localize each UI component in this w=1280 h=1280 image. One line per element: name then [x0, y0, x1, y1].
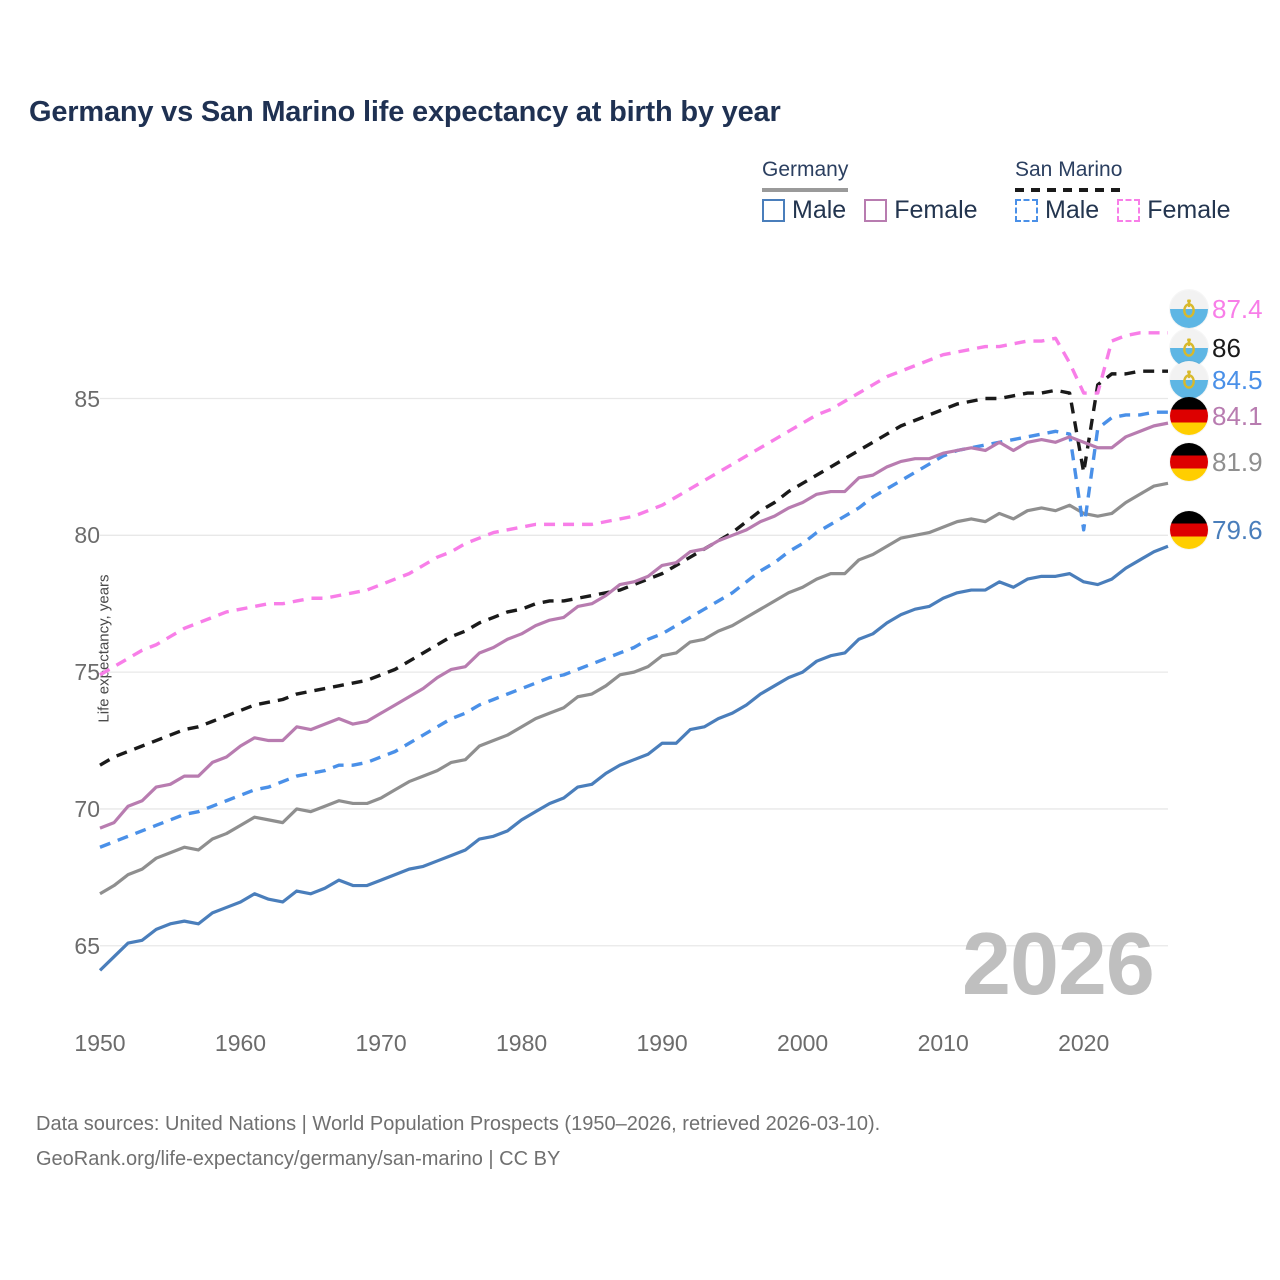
series-end-label: 87.4: [1170, 290, 1263, 328]
germany-flag-icon: [1170, 397, 1208, 435]
series-end-label: 79.6: [1170, 511, 1263, 549]
legend-label: Female: [1147, 196, 1231, 224]
end-label-value: 84.1: [1212, 400, 1263, 431]
germany-flag-icon: [1170, 511, 1208, 549]
series-end-label: 84.5: [1170, 361, 1263, 399]
x-tick-label: 2010: [917, 1030, 969, 1056]
y-tick-value: 70: [74, 795, 100, 822]
legend-country-germany: Germany: [762, 158, 849, 181]
legend-swatch-icon: [1015, 199, 1038, 222]
chart-legend: Germany San Marino Male Female Male: [740, 158, 1260, 238]
legend-label: Male: [792, 196, 847, 224]
legend-label: Female: [894, 196, 978, 224]
legend-swatch-icon: [1117, 199, 1141, 222]
end-label-value: 84.5: [1212, 364, 1263, 395]
end-label-value: 79.6: [1212, 514, 1263, 545]
x-tick-label: 1970: [355, 1030, 407, 1056]
legend-items-sanmarino: Male Female: [1015, 196, 1231, 225]
san-marino-flag-icon: [1170, 290, 1208, 328]
footer-line-2: GeoRank.org/life-expectancy/germany/san-…: [36, 1148, 561, 1170]
legend-item-sanmarino-female[interactable]: Female: [1117, 196, 1231, 225]
x-tick-label: 2020: [1058, 1030, 1110, 1056]
legend-country-sanmarino: San Marino: [1015, 158, 1123, 181]
end-label-value: 86: [1212, 332, 1241, 363]
x-tick-label: 1980: [495, 1030, 548, 1056]
legend-swatch-icon: [762, 199, 785, 222]
series-end-label: 84.1: [1170, 397, 1263, 435]
series-end-label: 86: [1170, 329, 1241, 367]
legend-item-germany-female[interactable]: Female: [864, 196, 978, 225]
legend-items-germany: Male Female: [762, 196, 978, 225]
legend-swatch-icon: [864, 199, 888, 222]
san-marino-flag-icon: [1170, 329, 1208, 367]
legend-item-germany-male[interactable]: Male: [762, 196, 846, 225]
legend-group-sanmarino: San Marino: [1015, 158, 1123, 192]
legend-rule-sanmarino: [1015, 188, 1123, 192]
germany-flag-icon: [1170, 443, 1208, 481]
y-tick-value: 65: [74, 932, 100, 959]
x-tick-label: 2000: [777, 1030, 829, 1056]
series-end-label: 81.9: [1170, 443, 1263, 481]
footer: Data sources: United Nations | World Pop…: [36, 1107, 880, 1177]
footer-line-1: Data sources: United Nations | World Pop…: [36, 1113, 881, 1135]
legend-group-germany: Germany: [762, 158, 849, 192]
end-label-value: 81.9: [1212, 446, 1263, 477]
legend-rule-germany: [762, 188, 849, 192]
legend-label: Male: [1045, 196, 1100, 224]
y-tick-value: 85: [74, 385, 100, 412]
year-watermark: 2026: [962, 914, 1155, 1013]
x-tick-label: 1990: [636, 1030, 688, 1056]
legend-item-sanmarino-male[interactable]: Male: [1015, 196, 1099, 225]
page-title: Germany vs San Marino life expectancy at…: [29, 96, 781, 128]
x-tick-label: 1950: [74, 1030, 126, 1056]
x-tick-label: 1960: [214, 1030, 267, 1056]
y-tick-value: 75: [74, 659, 100, 686]
san-marino-flag-icon: [1170, 361, 1208, 399]
end-label-value: 87.4: [1212, 293, 1263, 324]
y-tick-value: 80: [74, 522, 100, 549]
